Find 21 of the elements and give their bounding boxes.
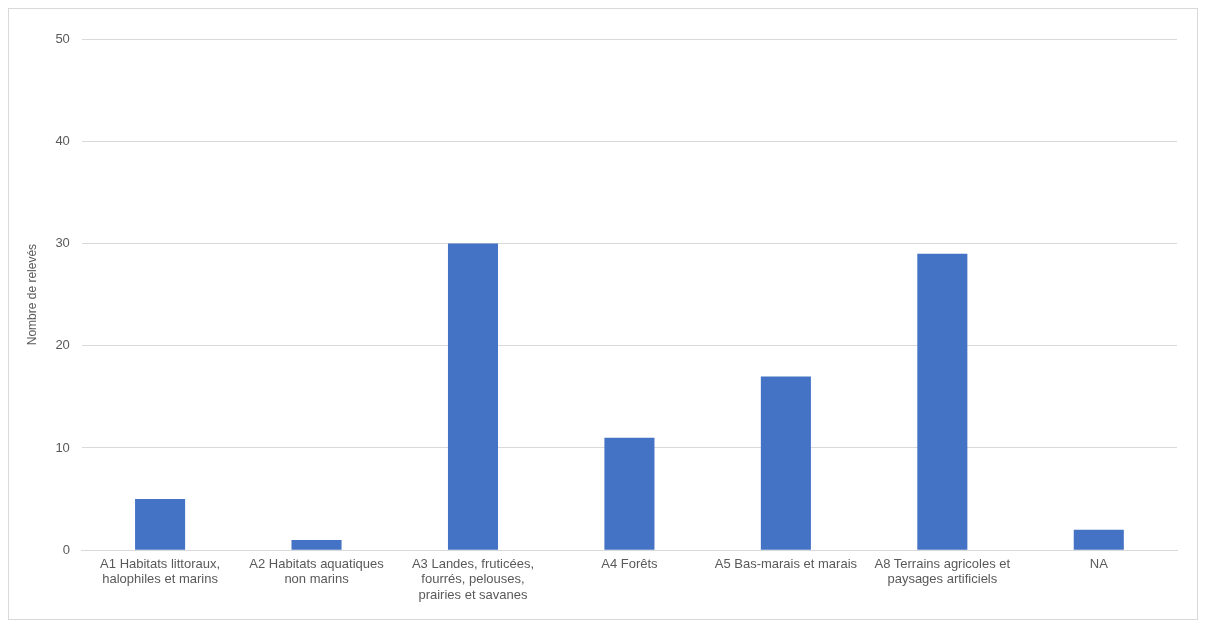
bar bbox=[135, 499, 186, 550]
y-tick-label: 0 bbox=[62, 541, 70, 557]
bar bbox=[1073, 529, 1124, 550]
x-tick-label: A8 Terrains agricoles et paysages artificiels bbox=[874, 555, 1011, 587]
y-tick-label: 40 bbox=[55, 132, 70, 148]
x-tick-label: A5 Bas-marais et marais bbox=[714, 555, 858, 571]
bar bbox=[760, 376, 811, 550]
y-axis-title: Nombre de relevés bbox=[24, 243, 39, 346]
bar bbox=[447, 243, 499, 550]
x-tick-label: A3 Landes, fruticées, fourrés, pelouses, prairies et savanes bbox=[411, 555, 535, 602]
bar bbox=[604, 437, 655, 550]
x-tick-label: NA bbox=[1089, 555, 1109, 571]
y-tick-label: 50 bbox=[55, 30, 70, 46]
x-tick-label: A2 Habitats aquatiques non marins bbox=[249, 555, 385, 587]
y-tick-label: 10 bbox=[55, 439, 70, 455]
y-tick-label: 20 bbox=[55, 337, 70, 353]
bar bbox=[291, 539, 342, 550]
y-tick-label: 30 bbox=[55, 235, 70, 251]
x-tick-label: A1 Habitats littoraux, halophiles et marins bbox=[100, 555, 221, 587]
x-tick-label: A4 Forêts bbox=[601, 555, 659, 571]
bar bbox=[917, 253, 968, 550]
